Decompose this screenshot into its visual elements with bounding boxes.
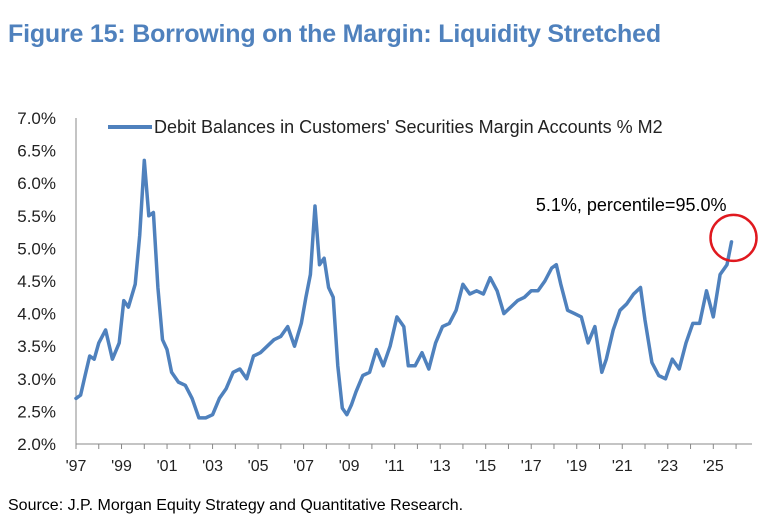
figure-title: Figure 15: Borrowing on the Margin: Liqu… (8, 20, 661, 48)
y-tick-label: 4.0% (17, 305, 56, 324)
x-tick-label: '09 (339, 458, 360, 475)
y-tick-label: 5.0% (17, 239, 56, 258)
legend: Debit Balances in Customers' Securities … (108, 117, 663, 137)
y-tick-label: 6.5% (17, 142, 56, 161)
x-axis: '97 '99 '01 '03 '05 '07 '09 '11 '13 '15 '17 '19 '21 '… (66, 443, 752, 475)
source-note: Source: J.P. Morgan Equity Strategy and … (8, 497, 464, 514)
y-tick-label: 3.5% (17, 337, 56, 356)
y-tick-label: 7.0% (17, 109, 56, 128)
x-tick-label: '23 (657, 458, 678, 475)
line-chart: 7.0% 6.5% 6.0% 5.5% 5.0% 4.5% 4.0% 3.5% 3.0% 2.5%… (17, 109, 758, 475)
x-tick-label: '05 (248, 458, 269, 475)
x-tick-label: '25 (703, 458, 724, 475)
series-layer (74, 158, 734, 420)
annotation-label: 5.1%, percentile=95.0% (536, 195, 727, 215)
x-tick-label: '17 (521, 458, 542, 475)
y-tick-label: 2.5% (17, 402, 56, 421)
x-tick-label: '03 (202, 458, 223, 475)
x-tick-label: '01 (157, 458, 178, 475)
y-axis: 7.0% 6.5% 6.0% 5.5% 5.0% 4.5% 4.0% 3.5% 3.0% 2.5%… (17, 109, 77, 454)
x-tick-label: '21 (612, 458, 633, 475)
y-tick-label: 5.5% (17, 207, 56, 226)
x-tick-label: '15 (475, 458, 496, 475)
annotation-layer: 5.1%, percentile=95.0% (536, 195, 758, 263)
x-tick-label: '13 (430, 458, 451, 475)
x-tick-label: '99 (111, 458, 132, 475)
series-line (74, 158, 734, 420)
y-tick-label: 4.5% (17, 272, 56, 291)
y-tick-label: 2.0% (17, 435, 56, 454)
y-tick-label: 6.0% (17, 174, 56, 193)
x-tick-label: '11 (385, 458, 405, 475)
x-tick-label: '19 (566, 458, 587, 475)
x-tick-label: '97 (66, 458, 87, 475)
y-tick-label: 3.0% (17, 370, 56, 389)
highlight-circle (709, 213, 758, 263)
legend-label: Debit Balances in Customers' Securities … (154, 117, 663, 137)
x-tick-label: '07 (293, 458, 314, 475)
